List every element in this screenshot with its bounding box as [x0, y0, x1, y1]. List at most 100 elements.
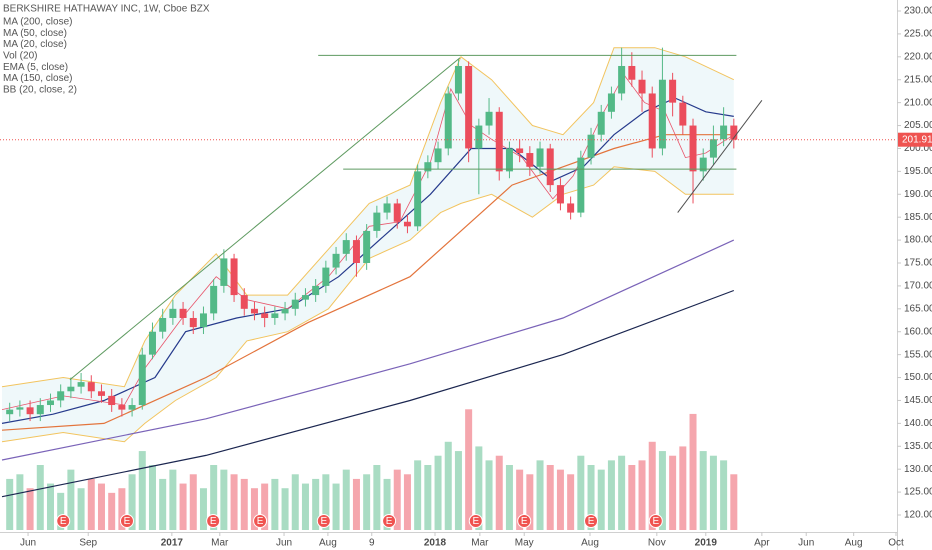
volume-bar [393, 469, 401, 530]
candle-body [169, 308, 177, 318]
volume-bar [16, 474, 24, 530]
x-tick-label: 9 [369, 538, 375, 549]
x-tick-label: Mar [471, 538, 489, 549]
candle-body [108, 395, 116, 406]
candle-body [444, 93, 452, 149]
candle-body [159, 317, 167, 332]
volume-bar [720, 460, 728, 530]
y-tick-label: 215.00 [904, 74, 932, 85]
earnings-marker [316, 514, 331, 528]
trend-line [677, 100, 763, 213]
y-tick-label: 120.00 [904, 510, 932, 521]
candle-body [485, 111, 493, 126]
volume-bar [709, 455, 717, 530]
candle-body [281, 308, 289, 314]
volume-bar [87, 478, 95, 530]
earnings-label: E [60, 516, 67, 527]
y-tick-label: 140.00 [904, 418, 932, 429]
volume-bar [699, 451, 707, 530]
volume-bar [352, 478, 360, 530]
candle-body [434, 148, 442, 163]
y-tick-label: 205.00 [904, 120, 932, 131]
volume-bar [414, 460, 422, 530]
candle-body [138, 354, 146, 406]
bollinger-lower [1, 166, 734, 443]
y-tick-label: 200.00 [904, 143, 932, 154]
candle-body [179, 308, 187, 318]
y-tick-label: 175.00 [904, 258, 932, 269]
candle-body [87, 382, 95, 392]
candle-body [699, 157, 707, 172]
volume-bar [6, 478, 14, 530]
candle-body [536, 148, 544, 167]
y-tick-label: 220.00 [904, 51, 932, 62]
candle-body [383, 203, 391, 213]
candle-body [679, 102, 687, 126]
y-tick-label: 190.00 [904, 189, 932, 200]
indicator-line [1, 97, 734, 424]
overlay-layer [0, 54, 897, 381]
volume-bar [148, 465, 156, 530]
volume-bar [658, 451, 666, 530]
candle-body [658, 79, 666, 149]
x-tick-label: Jun [20, 538, 36, 549]
earnings-label: E [521, 516, 528, 527]
candle-body [648, 93, 656, 149]
candle-body [271, 313, 279, 318]
volume-bar [434, 455, 442, 530]
volume-bar [536, 460, 544, 530]
volume-bar [505, 465, 513, 530]
candle-body [148, 331, 156, 355]
candle-body [6, 409, 14, 415]
volume-bar [679, 446, 687, 530]
volume-bar [159, 478, 167, 530]
earnings-marker [253, 514, 268, 528]
candle-body [36, 405, 44, 415]
volume-bar [669, 455, 677, 530]
candle-body [97, 391, 105, 396]
candle-body [189, 317, 197, 328]
volume-bar [495, 455, 503, 530]
volume-bar [567, 474, 575, 530]
earnings-marker [648, 514, 663, 528]
y-tick-label: 150.00 [904, 372, 932, 383]
candle-body [577, 157, 585, 213]
y-tick-label: 185.00 [904, 212, 932, 223]
volume-bar [77, 488, 85, 530]
volume-bar [271, 478, 279, 530]
volume-bar [36, 465, 44, 530]
volume-bar [383, 478, 391, 530]
x-tick-label: Nov [648, 538, 666, 549]
volume-bar [189, 474, 197, 530]
candle-body [730, 125, 738, 140]
volume-bar [587, 465, 595, 530]
volume-bar [230, 474, 238, 530]
candle-body [465, 65, 473, 149]
chart-title: BERKSHIRE HATHAWAY INC, 1W, Cboe BZX [3, 4, 210, 15]
candle-body [567, 203, 575, 213]
candle-body [495, 111, 503, 172]
volume-bar [281, 488, 289, 530]
volume-bar [26, 488, 34, 530]
indicator-line [1, 134, 734, 431]
volume-bar [138, 451, 146, 530]
x-tick-label: 2019 [695, 538, 718, 549]
legend-entry: MA (20, close) [3, 39, 67, 50]
bollinger-upper [1, 47, 735, 388]
volume-bar [597, 469, 605, 530]
volume-bar [169, 469, 177, 530]
candle-body [556, 185, 564, 204]
earnings-label: E [472, 516, 479, 527]
candle-body [607, 93, 615, 112]
earnings-label: E [320, 516, 327, 527]
candle-body [393, 203, 401, 222]
volume-bar [638, 460, 646, 530]
volume-bar [403, 474, 411, 530]
earnings-marker [517, 514, 532, 528]
y-tick-label: 130.00 [904, 464, 932, 475]
x-tick-label: Aug [581, 538, 599, 549]
earnings-label: E [124, 516, 131, 527]
last-price-tag [898, 132, 932, 147]
candle-body [628, 65, 636, 80]
